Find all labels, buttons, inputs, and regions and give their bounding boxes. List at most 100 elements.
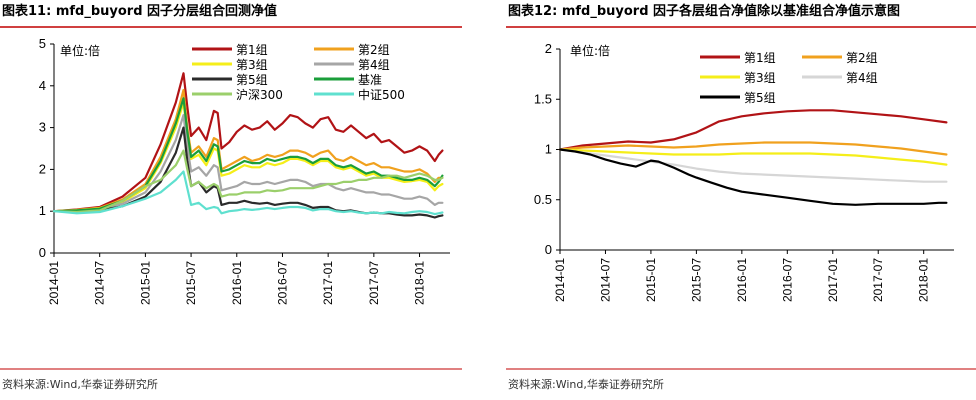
chart-right-series-1-point	[764, 112, 766, 114]
chart-left-legend-label-4: 第4组	[358, 58, 390, 72]
chart-left-series-3-point	[418, 179, 421, 181]
chart-right-series-5-point	[877, 203, 879, 205]
chart-right-series-3-point	[673, 153, 675, 156]
chart-left-y-tick-label: 4	[39, 78, 46, 93]
chart-left-series-8-point	[327, 208, 329, 210]
chart-left-series-7-point	[403, 177, 405, 179]
chart-left-series-1-point	[228, 141, 230, 143]
chart-left-series-2-point	[205, 156, 207, 158]
chart-left-series-4-point	[266, 181, 268, 183]
chart-right-series-5-point	[764, 194, 766, 196]
chart-left-series-4-point	[144, 191, 146, 193]
chart-right-y-tick-label: 0	[545, 242, 552, 257]
chart-left-series-6-point	[297, 156, 299, 158]
chart-right-series-3-point	[832, 153, 834, 156]
chart-right-series-4-point	[945, 181, 948, 183]
chart-left-series-8-point	[403, 212, 405, 214]
chart-left-series-4-point	[304, 181, 306, 183]
chart-left-series-6-point	[358, 168, 360, 170]
chart-left-series-1-point	[259, 127, 261, 129]
chart-left-series-6-point	[342, 166, 344, 168]
chart-left-legend-label-6: 基准	[358, 73, 382, 87]
chart-right-series-3-point	[650, 152, 652, 155]
chart-left-series-2-point	[213, 137, 215, 139]
chart-left-series-1-point	[403, 152, 405, 154]
chart-left-series-7-point	[121, 200, 124, 202]
chart-left-series-5-point	[243, 200, 245, 202]
chart-left-series-7-point	[380, 177, 383, 179]
chart-right-x-tick-label: 2014-07	[598, 258, 612, 302]
chart-right-series-2-point	[945, 153, 948, 156]
chart-right-series-3-point	[877, 156, 879, 159]
chart-left-series-2-point	[350, 156, 352, 158]
chart-left-series-8-point	[175, 179, 177, 181]
chart-right-series-5-point	[938, 202, 940, 204]
chart-left-series-3-point	[358, 170, 360, 173]
chart-right: 图表12: mfd_buyord 因子各层组合净值除以基准组合净值示意图 单位:…	[506, 3, 976, 391]
chart-left-series-8-point	[281, 207, 284, 209]
chart-left-series-6-point	[365, 173, 367, 175]
chart-right-series-3-point	[786, 152, 788, 155]
chart-left-series-2-point	[403, 170, 405, 173]
chart-left-series-7-point	[259, 191, 261, 193]
chart-left-series-2-point	[312, 156, 314, 158]
chart-left-series-4-point	[186, 145, 188, 147]
chart-left-series-2-point	[160, 156, 162, 158]
chart-right-series-3-point	[945, 164, 948, 166]
chart-left-series-8-point	[205, 208, 207, 210]
chart-right-series-4-point	[627, 157, 629, 160]
chart-left-series-1-point	[327, 116, 329, 118]
chart-right-series-1-point	[809, 109, 811, 111]
chart-left-series-5-point	[259, 203, 261, 205]
chart-right-series-2-point	[673, 146, 675, 149]
chart-left-series-7-point	[365, 179, 367, 181]
chart-right-series-2-point	[741, 142, 743, 145]
chart-left-series-1-point	[396, 145, 398, 147]
chart-left-series-8-point	[186, 187, 188, 189]
chart-right-series-5-point	[726, 187, 728, 189]
chart-left-series-7-point	[236, 193, 238, 196]
chart-left-series-6-point	[228, 168, 230, 170]
chart-left-series-1-point	[358, 131, 360, 133]
chart-left-series-5-point	[411, 214, 413, 216]
chart-left-series-8-point	[236, 209, 238, 211]
chart-right-series-4-point	[718, 171, 720, 173]
chart-left-series-8-point	[297, 206, 299, 208]
chart-left-series-5-point	[251, 202, 253, 204]
chart-left-series-4-point	[441, 202, 443, 204]
chart-left-series-7-point	[175, 164, 177, 166]
chart-left-series-2-point	[327, 150, 329, 152]
chart-left-series-4-point	[319, 183, 322, 185]
chart-left-series-4-point	[160, 170, 162, 173]
chart-left-series-6-point	[175, 122, 177, 124]
chart-left-series-7-point	[327, 183, 329, 185]
chart-left-series-7-point	[438, 179, 440, 181]
chart-left-series-1-point	[373, 133, 375, 135]
chart-left-series-8-point	[396, 212, 398, 214]
chart-left-series-6-point	[281, 158, 284, 160]
chart-left-series-3-point	[144, 187, 146, 189]
chart-left-series-6-point	[289, 156, 291, 158]
chart-right-series-3-point	[854, 154, 857, 157]
chart-left-series-3-point	[251, 166, 253, 168]
chart-left-series-3-point	[220, 175, 223, 177]
chart-right-series-4-point	[741, 173, 743, 175]
chart-left-series-1-point	[144, 177, 146, 179]
chart-right-series-4-point	[764, 174, 766, 176]
chart-left-series-3-point	[342, 168, 344, 170]
chart-left-series-4-point	[228, 187, 230, 189]
chart-left-series-4-point	[198, 166, 200, 168]
chart-right-series-2-point	[854, 143, 857, 146]
chart-left-series-group	[52, 72, 444, 219]
chart-left-series-8-point	[441, 211, 443, 214]
chart-left-series-1-point	[380, 141, 383, 143]
chart-left-series-7-point	[418, 173, 421, 175]
chart-right-unit-label: 单位:倍	[570, 43, 610, 58]
chart-left-series-8-point	[373, 211, 375, 214]
chart-left-y-tick-label: 5	[39, 36, 46, 51]
chart-left-series-4-point	[426, 198, 428, 200]
chart-right-series-4-point	[854, 178, 857, 180]
chart-right-series-1-point	[582, 144, 584, 147]
